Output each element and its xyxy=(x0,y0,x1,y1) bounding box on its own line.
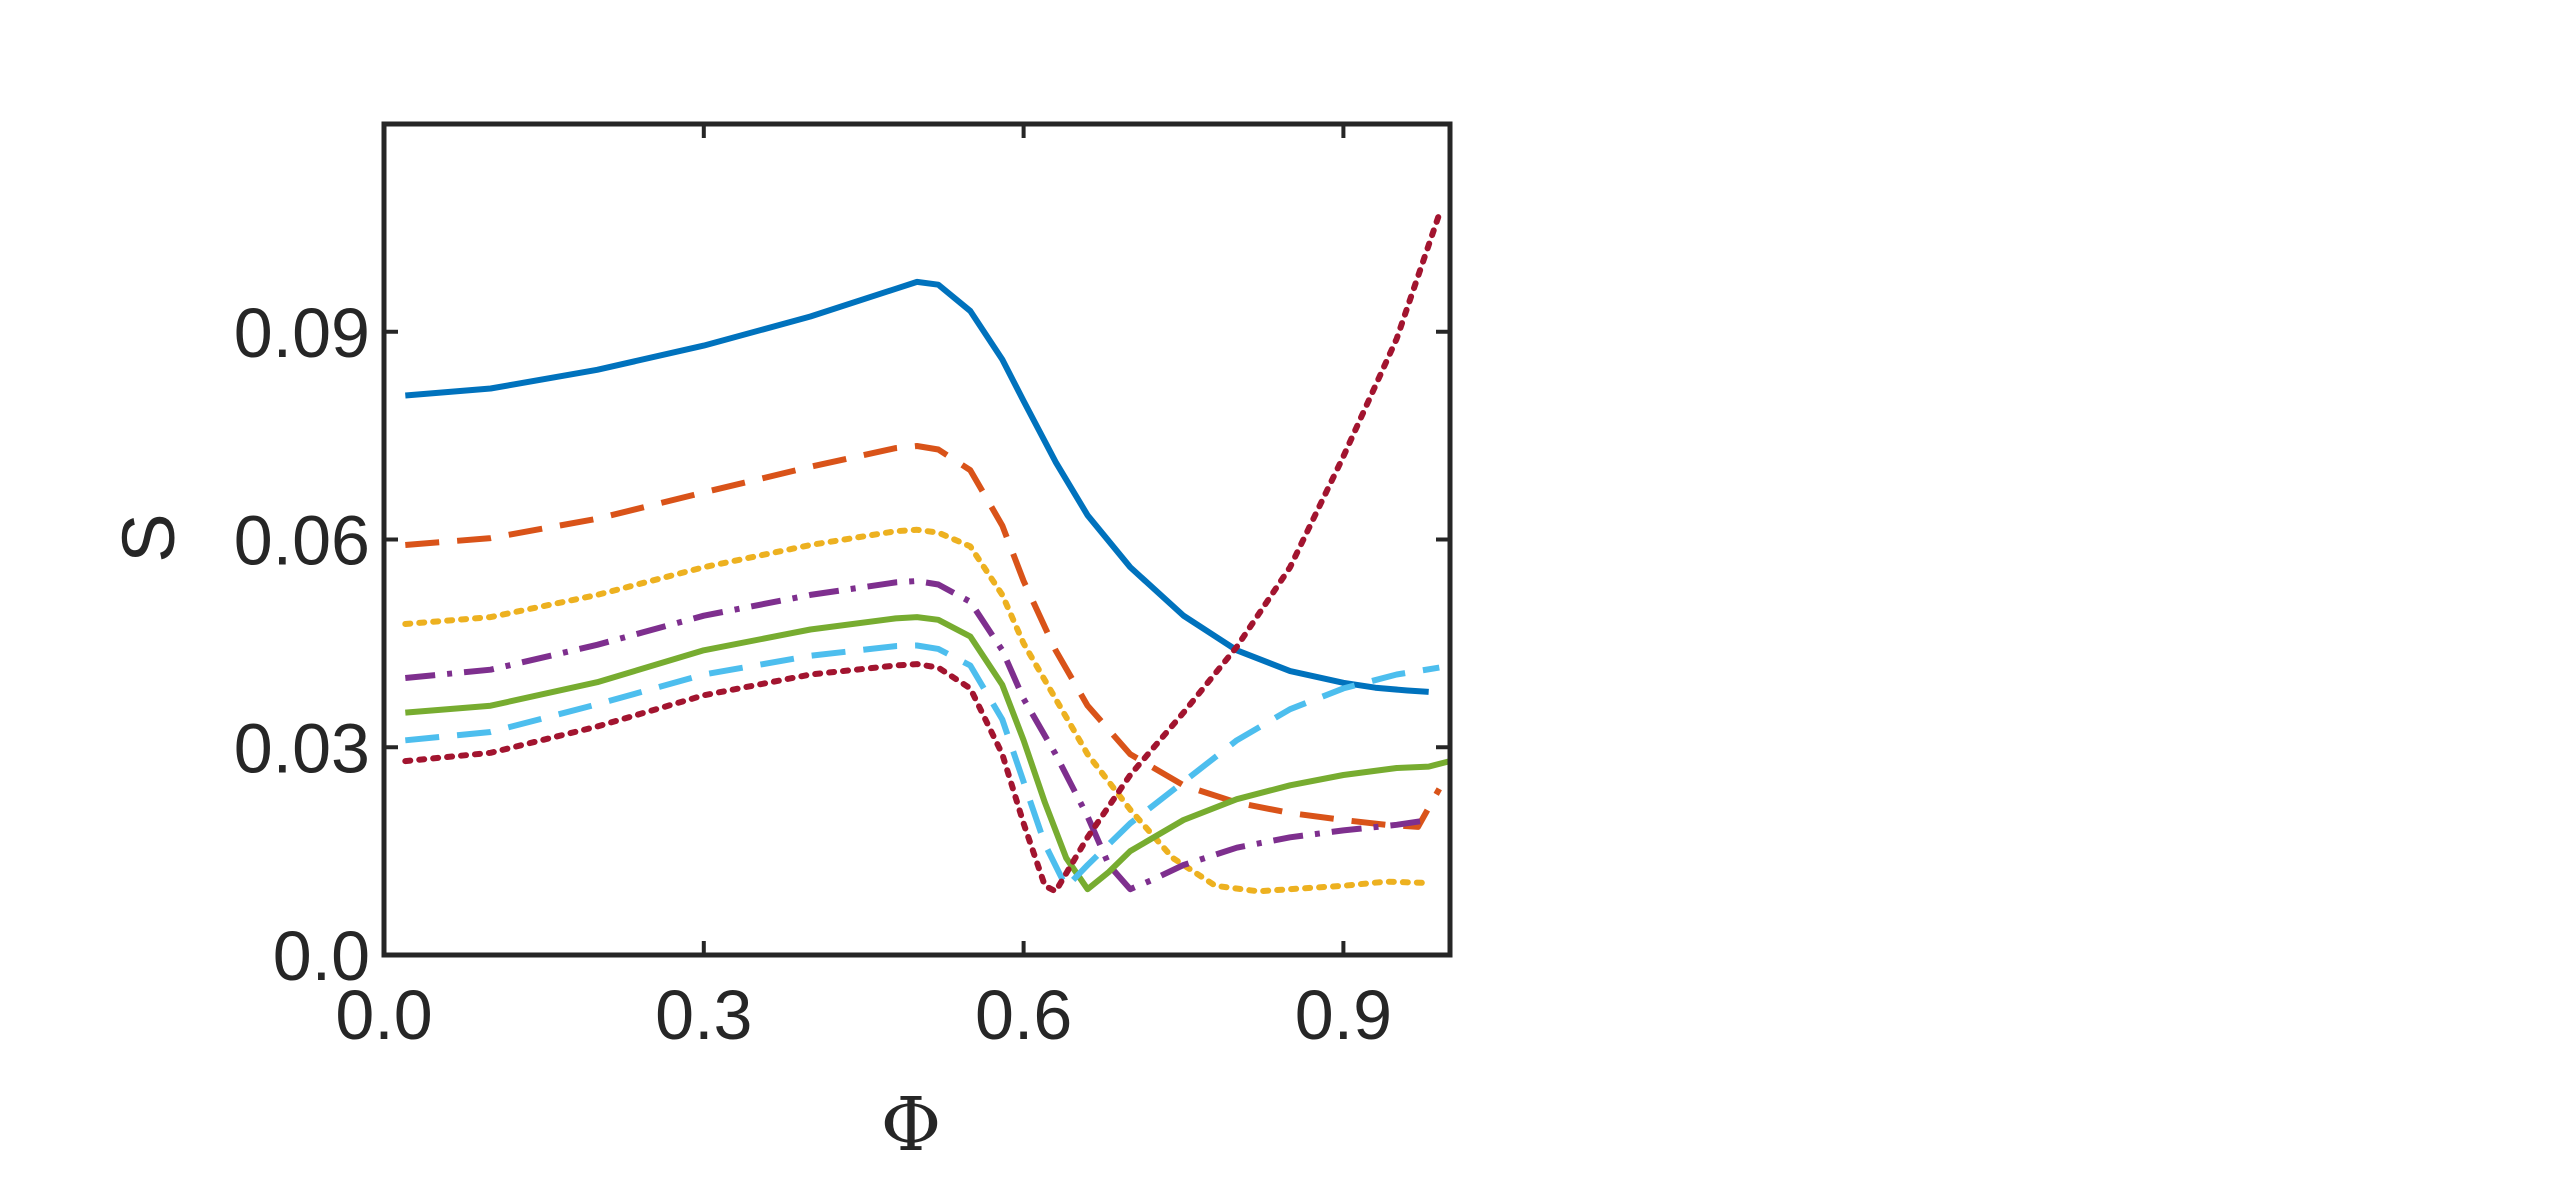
ticks-group: 0.0 0.3 0.6 0.9 0.0 0.03 0.06 0.09 xyxy=(234,124,1450,1054)
series-line-7 xyxy=(402,211,1443,895)
series-line-2 xyxy=(405,443,1442,830)
series-line-4 xyxy=(405,578,1430,893)
series-line-3 xyxy=(402,526,1432,895)
y-tick-label: 0.06 xyxy=(234,502,370,580)
y-tick-label: 0.0 xyxy=(273,917,370,995)
series-line-5 xyxy=(405,614,1451,893)
x-tick-label: 0.6 xyxy=(975,976,1072,1054)
plot-series-group xyxy=(402,211,1451,895)
series-line-6 xyxy=(405,642,1440,891)
x-tick-label: 0.0 xyxy=(335,976,432,1054)
y-tick-label: 0.03 xyxy=(234,709,370,787)
axes-box xyxy=(381,121,1453,958)
series-line-1 xyxy=(405,278,1429,695)
y-axis-label: S xyxy=(107,513,190,562)
y-tick-label: 0.09 xyxy=(234,294,370,372)
x-tick-label: 0.3 xyxy=(655,976,752,1054)
x-tick-label: 0.9 xyxy=(1295,976,1392,1054)
x-axis-label: Φ xyxy=(881,1082,942,1168)
